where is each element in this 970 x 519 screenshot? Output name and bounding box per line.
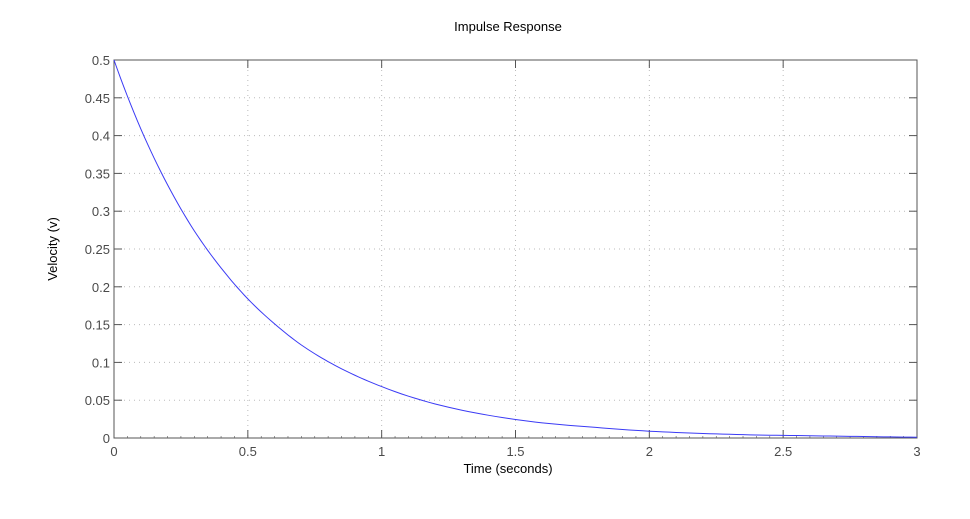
grid-lines bbox=[114, 60, 917, 438]
y-tick-label: 0 bbox=[103, 431, 110, 446]
y-tick-label: 0.2 bbox=[92, 280, 110, 295]
y-tick-labels: 0 0.05 0.1 0.15 0.2 0.25 0.3 0.35 0.4 0.45 0.5 bbox=[85, 53, 110, 446]
x-tick-labels: 0 0.5 1 1.5 2 2.5 3 bbox=[110, 444, 920, 459]
y-tick-label: 0.35 bbox=[85, 166, 110, 181]
data-line bbox=[113, 59, 918, 438]
y-tick-label: 0.1 bbox=[92, 355, 110, 370]
y-tick-label: 0.15 bbox=[85, 318, 110, 333]
y-tick-label: 0.4 bbox=[92, 129, 110, 144]
y-tick-label: 0.3 bbox=[92, 204, 110, 219]
y-tick-label: 0.25 bbox=[85, 242, 110, 257]
axis-ticks bbox=[113, 59, 918, 439]
chart-title: Impulse Response bbox=[454, 19, 562, 34]
x-tick-label: 3 bbox=[913, 444, 920, 459]
y-tick-label: 0.5 bbox=[92, 53, 110, 68]
x-tick-label: 1.5 bbox=[506, 444, 524, 459]
x-axis-title: Time (seconds) bbox=[463, 461, 552, 476]
x-tick-label: 2.5 bbox=[774, 444, 792, 459]
x-tick-label: 0 bbox=[110, 444, 117, 459]
x-tick-label: 2 bbox=[646, 444, 653, 459]
x-tick-label: 0.5 bbox=[239, 444, 257, 459]
y-tick-label: 0.05 bbox=[85, 393, 110, 408]
y-axis-title: Velocity (v) bbox=[45, 217, 60, 281]
x-tick-label: 1 bbox=[378, 444, 385, 459]
y-tick-label: 0.45 bbox=[85, 91, 110, 106]
